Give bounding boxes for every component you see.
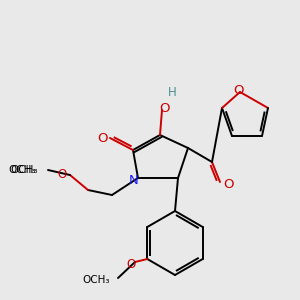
Text: OCH₃: OCH₃ [82, 275, 110, 285]
Text: O: O [159, 103, 169, 116]
Text: OCH₃: OCH₃ [11, 165, 38, 175]
Text: O: O [57, 169, 67, 182]
Text: O: O [223, 178, 233, 191]
Text: O: O [233, 83, 243, 97]
Text: OCH₃: OCH₃ [8, 165, 36, 175]
Text: N: N [129, 173, 139, 187]
Text: O: O [126, 257, 136, 271]
Text: H: H [168, 85, 176, 98]
Text: O: O [97, 131, 107, 145]
